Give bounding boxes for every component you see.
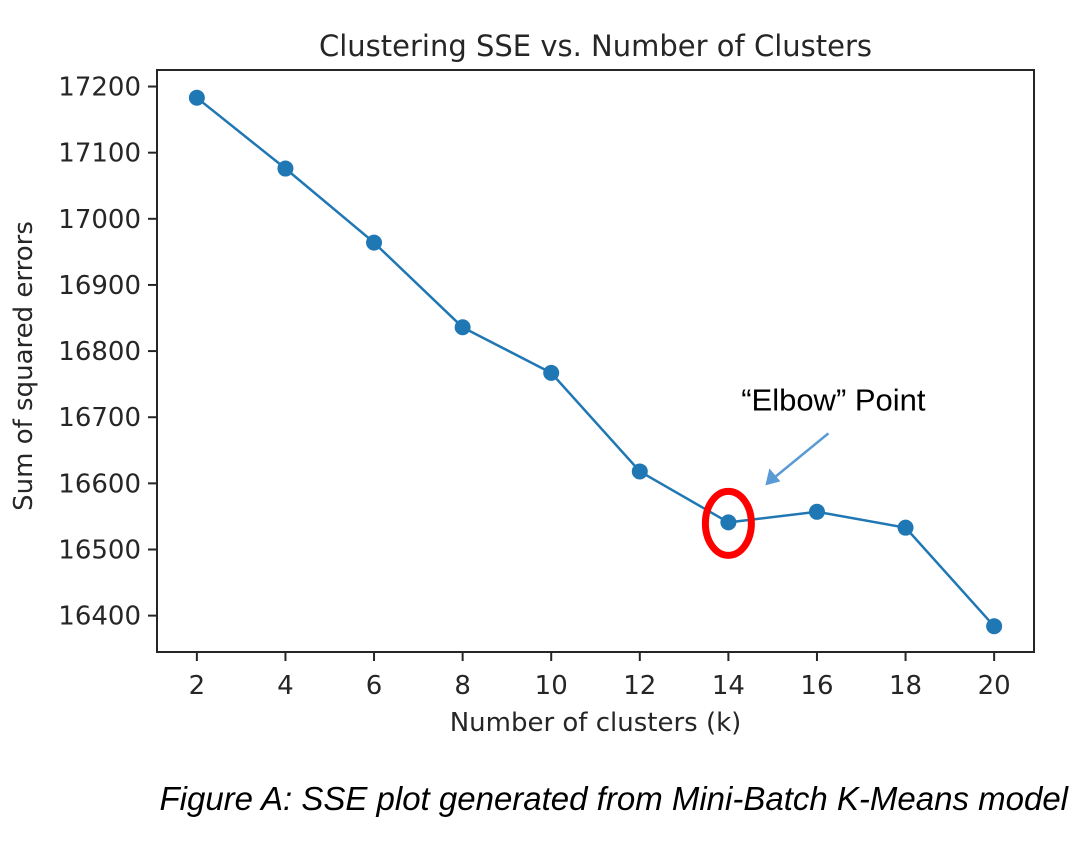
x-tick-label: 12 xyxy=(623,671,656,701)
elbow-arrow-head xyxy=(765,468,781,486)
x-tick-label: 14 xyxy=(712,671,745,701)
x-tick-label: 4 xyxy=(277,671,294,701)
y-axis-label: Sum of squared errors xyxy=(9,221,39,511)
data-point xyxy=(543,364,560,381)
figure-caption: Figure A: SSE plot generated from Mini-B… xyxy=(159,780,1068,817)
chart-title: Clustering SSE vs. Number of Clusters xyxy=(319,29,872,63)
y-tick-label: 17100 xyxy=(58,139,141,169)
y-tick-label: 16900 xyxy=(58,271,141,301)
y-tick-label: 16400 xyxy=(58,602,141,632)
data-point xyxy=(808,503,825,520)
data-point xyxy=(366,234,383,251)
data-point xyxy=(277,160,294,177)
x-tick-label: 18 xyxy=(889,671,922,701)
y-tick-label: 16500 xyxy=(58,535,141,565)
y-tick-label: 17200 xyxy=(58,73,141,103)
x-tick-label: 2 xyxy=(189,671,206,701)
x-tick-label: 8 xyxy=(454,671,471,701)
x-tick-label: 20 xyxy=(978,671,1011,701)
data-point xyxy=(986,618,1003,635)
plot-frame xyxy=(156,69,1035,653)
data-point xyxy=(897,519,914,536)
elbow-highlight-circle xyxy=(701,487,755,559)
series-line xyxy=(196,96,996,628)
x-tick-label: 6 xyxy=(366,671,383,701)
y-tick-label: 16800 xyxy=(58,337,141,367)
elbow-arrow-shaft xyxy=(772,432,830,480)
x-axis-label: Number of clusters (k) xyxy=(450,708,742,738)
data-point xyxy=(720,514,737,531)
data-point xyxy=(188,89,205,106)
x-tick-label: 10 xyxy=(535,671,568,701)
x-tick-label: 16 xyxy=(800,671,833,701)
elbow-annotation-label: “Elbow” Point xyxy=(741,382,926,417)
sse-line-chart: Clustering SSE vs. Number of Clusters 2 4 6… xyxy=(9,29,1035,738)
data-point xyxy=(631,463,648,480)
data-point xyxy=(454,319,471,336)
y-tick-label: 16700 xyxy=(58,403,141,433)
y-tick-label: 17000 xyxy=(58,205,141,235)
y-tick-label: 16600 xyxy=(58,469,141,499)
